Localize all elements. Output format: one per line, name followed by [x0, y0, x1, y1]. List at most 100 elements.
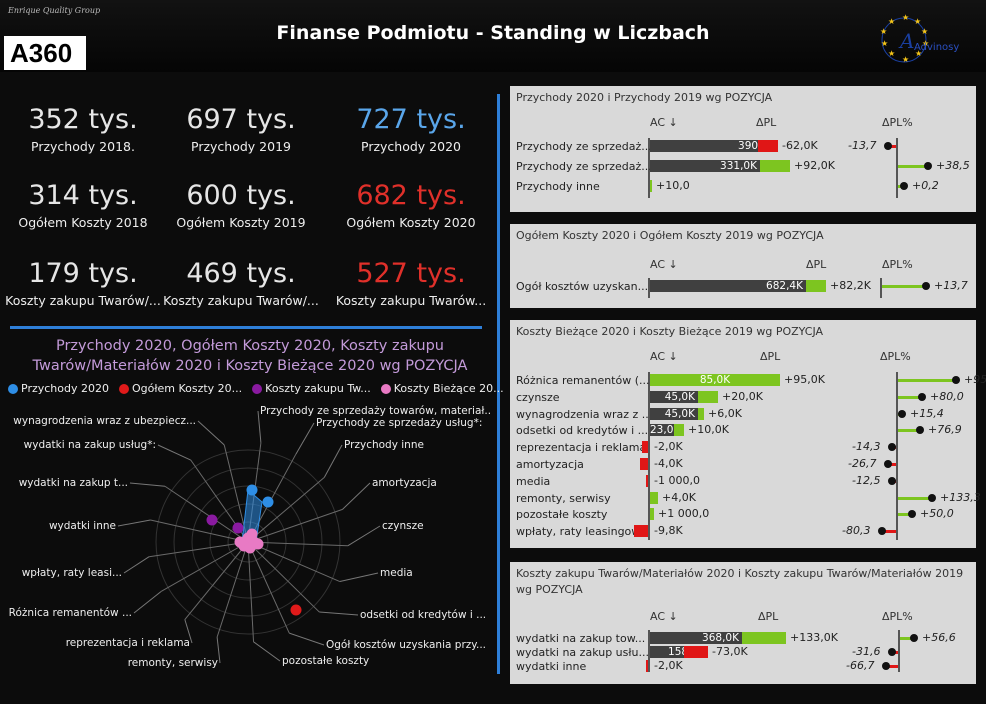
radar-spoke: [216, 541, 249, 638]
radar-point[interactable]: [290, 604, 302, 616]
radar-grid-ring: [173, 467, 323, 617]
delta-value: -62,0K: [782, 139, 818, 152]
svg-text:★: ★: [915, 49, 922, 58]
radar-spoke: [247, 541, 255, 642]
row-label: wydatki na zakup tow...: [516, 632, 646, 645]
pct-value: +76,9: [928, 423, 962, 437]
pct-stick: [898, 395, 922, 399]
row-label: Przychody inne: [516, 180, 600, 193]
radar-point[interactable]: [252, 538, 264, 550]
radar-leader: [197, 420, 225, 446]
ac-bar: 331,0K: [650, 160, 760, 172]
delta-value: +133,0K: [790, 631, 838, 644]
pct-value: -13,7: [848, 139, 877, 152]
delta-value: -73,0K: [712, 645, 748, 658]
radar-spoke: [184, 541, 249, 620]
pct-value: +15,4: [910, 406, 944, 420]
kpi-card: 352 tys. Przychody 2018.: [4, 104, 162, 154]
column-header-dplp: ΔPL%: [880, 350, 911, 363]
advinosy-logo: ★ ★★ ★★★ ★★★ ★ A Advinosy: [880, 13, 959, 64]
radar-leader: [257, 410, 262, 443]
radar-title: Przychody 2020, Ogółem Koszty 2020, Kosz…: [32, 338, 468, 374]
pct-axis: [896, 138, 898, 198]
radar-point[interactable]: [234, 536, 246, 548]
radar-leader: [289, 632, 325, 646]
kpi-value: 697 tys.: [186, 104, 296, 135]
panel-przychody: Przychody 2020 i Przychody 2019 wg POZYC…: [510, 86, 976, 212]
radar-point[interactable]: [262, 496, 274, 508]
legend-item[interactable]: Ogółem Koszty 20...: [118, 382, 243, 395]
radar-point[interactable]: [246, 484, 258, 496]
delta-bar: [646, 660, 648, 672]
kpi-label: Koszty zakupu Twarów...: [335, 293, 487, 308]
delta-value: +1 000,0: [658, 507, 710, 521]
radar-point[interactable]: [246, 528, 258, 540]
kpi-label: Ogółem Koszty 2018: [18, 215, 148, 230]
delta-bar: [698, 390, 718, 403]
radar-point[interactable]: [206, 514, 218, 526]
radar-point[interactable]: [232, 522, 244, 534]
radar-spoke: [247, 477, 325, 543]
pct-stick: [888, 145, 896, 148]
radar-spoke: [160, 541, 249, 592]
row-label: amortyzacja: [516, 458, 584, 471]
row-label: Ogół kosztów uzyskan...: [516, 280, 649, 293]
column-header-dplp: ΔPL%: [882, 258, 913, 271]
legend-label: Koszty zakupu Tw...: [265, 382, 371, 395]
radar-axis-label: reprezentacja i reklama: [66, 637, 190, 649]
row-label: wydatki inne: [516, 660, 587, 673]
delta-value: -1 000,0: [654, 473, 700, 487]
header-bar: Enrique Quality Group A360 Finanse Podmi…: [0, 0, 986, 72]
pct-pin: [928, 493, 936, 502]
pct-axis: [898, 630, 900, 672]
svg-text:★: ★: [888, 17, 895, 26]
ac-axis: [648, 278, 650, 298]
pct-value: +80,0: [930, 389, 964, 403]
pct-stick: [898, 513, 912, 517]
pct-pin: [922, 282, 930, 290]
radar-spoke: [164, 485, 249, 543]
svg-text:★: ★: [914, 17, 921, 26]
delta-value: +6,0K: [708, 406, 742, 420]
svg-text:★: ★: [888, 49, 895, 58]
page-title: Finanse Podmiotu - Standing w Liczbach: [276, 22, 710, 44]
radar-axis-label: wpłaty, raty leasi...: [22, 567, 122, 579]
radar-leader: [117, 519, 151, 527]
radar-axis-label: czynsze: [382, 520, 424, 532]
radar-leader: [347, 525, 381, 547]
radar-axis-label: wynagrodzenia wraz z ubezpiecz...: [13, 415, 196, 427]
svg-text:★: ★: [921, 27, 928, 36]
column-header-dpl: ΔPL: [756, 116, 777, 129]
kpi-card: 697 tys. Przychody 2019: [162, 104, 320, 154]
radar-grid-ring: [191, 485, 305, 599]
delta-bar: [684, 646, 708, 658]
pct-stick: [898, 379, 956, 382]
pct-axis: [896, 372, 898, 540]
pct-stick: [882, 285, 926, 288]
pct-value: +13,7: [934, 279, 968, 292]
row-label: Przychody ze sprzedaż...: [516, 160, 652, 173]
legend-label: Ogółem Koszty 20...: [131, 382, 243, 395]
kpi-card: 527 tys. Koszty zakupu Twarów...: [327, 258, 495, 308]
kpi-label: Koszty zakupu Twarów/...: [5, 293, 161, 308]
radar-axis-label: pozostałe koszty: [282, 655, 369, 667]
delta-bar: [760, 160, 790, 172]
delta-value: -4,0K: [654, 457, 683, 470]
pct-stick: [898, 496, 932, 500]
radar-leader: [157, 444, 191, 461]
pct-stick: [882, 530, 896, 534]
pct-stick: [888, 463, 896, 466]
column-header-dpl: ΔPL: [760, 350, 781, 363]
pct-pin: [898, 409, 906, 418]
legend-item[interactable]: Koszty zakupu Tw...: [252, 382, 371, 395]
pct-pin: [900, 182, 908, 190]
delta-value: -2,0K: [654, 440, 683, 454]
ac-bar: 682,4K: [650, 280, 806, 292]
ac-bar: 45,0K: [650, 407, 698, 420]
pct-pin: [888, 648, 896, 656]
radar-spoke: [247, 541, 348, 547]
brand-logo: A360: [4, 36, 86, 70]
legend-item[interactable]: Koszty Bieżące 20...: [380, 382, 504, 395]
legend-item[interactable]: Przychody 2020: [8, 382, 109, 395]
delta-bar: [758, 140, 778, 152]
